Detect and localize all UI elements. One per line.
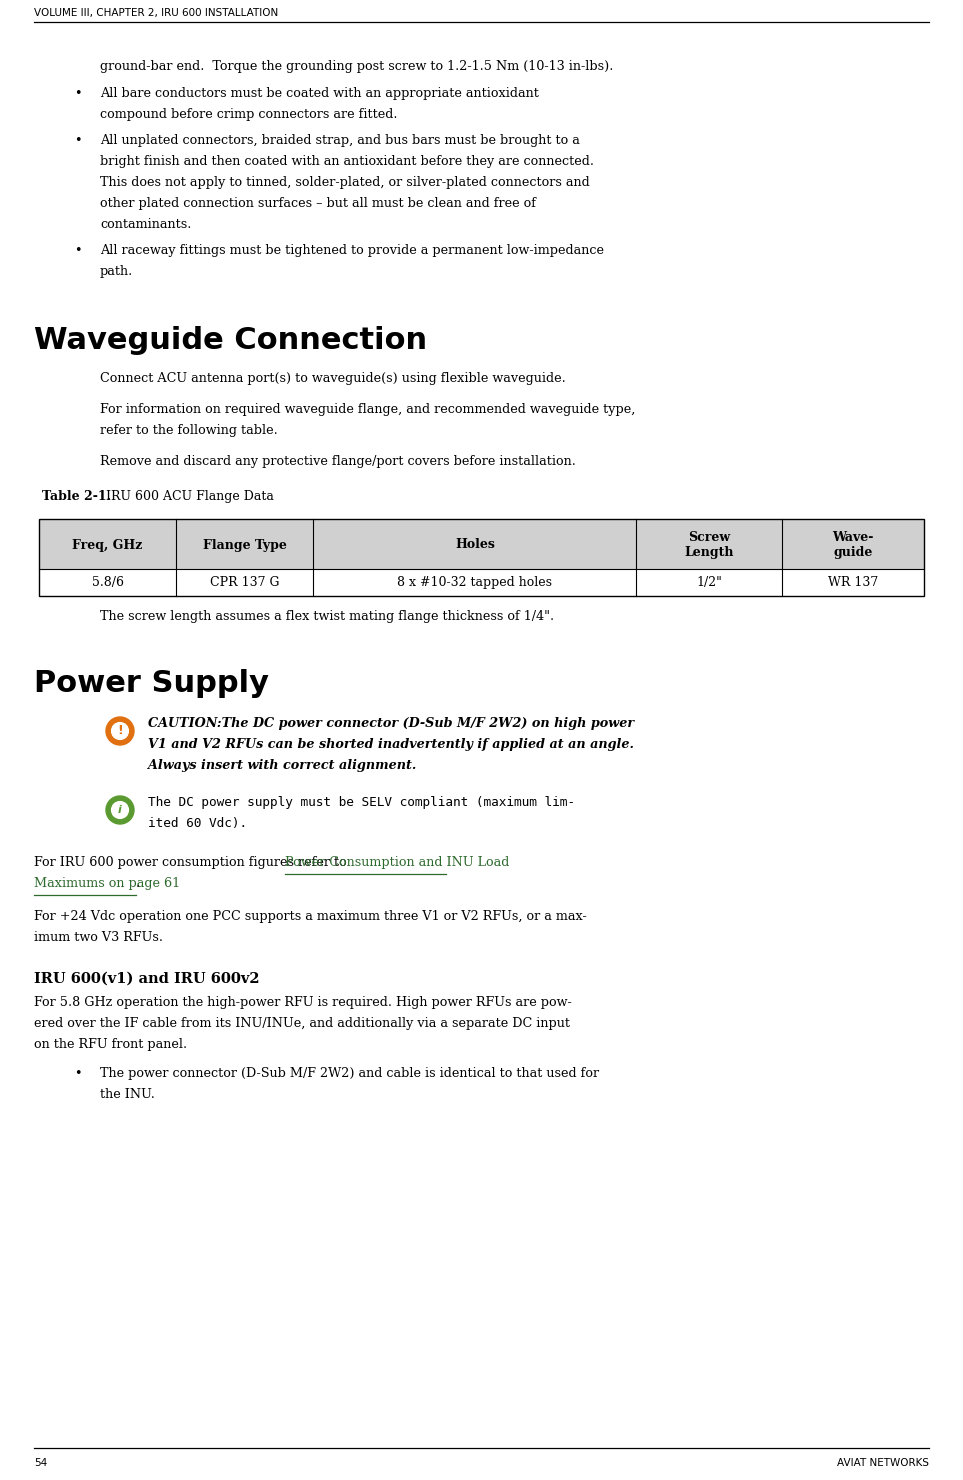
Text: ited 60 Vdc).: ited 60 Vdc). — [148, 817, 247, 830]
Text: The power connector (D-Sub M/F 2W2) and cable is identical to that used for: The power connector (D-Sub M/F 2W2) and … — [100, 1067, 599, 1080]
Text: VOLUME III, CHAPTER 2, IRU 600 INSTALLATION: VOLUME III, CHAPTER 2, IRU 600 INSTALLAT… — [34, 7, 278, 18]
Text: CPR 137 G: CPR 137 G — [210, 576, 279, 589]
Text: For +24 Vdc operation one PCC supports a maximum three V1 or V2 RFUs, or a max-: For +24 Vdc operation one PCC supports a… — [34, 910, 586, 924]
Text: other plated connection surfaces – but all must be clean and free of: other plated connection surfaces – but a… — [100, 197, 536, 210]
Bar — [39, 519, 924, 568]
Text: Screw: Screw — [689, 531, 731, 545]
Text: Wave-: Wave- — [832, 531, 873, 545]
Text: Table 2-1.: Table 2-1. — [42, 490, 111, 503]
Text: The screw length assumes a flex twist mating flange thickness of 1/4".: The screw length assumes a flex twist ma… — [100, 610, 554, 623]
Text: Connect ACU antenna port(s) to waveguide(s) using flexible waveguide.: Connect ACU antenna port(s) to waveguide… — [100, 371, 565, 385]
Circle shape — [112, 722, 128, 740]
Text: All raceway fittings must be tightened to provide a permanent low-impedance: All raceway fittings must be tightened t… — [100, 244, 604, 258]
Text: •: • — [74, 244, 82, 258]
Text: IRU 600 ACU Flange Data: IRU 600 ACU Flange Data — [102, 490, 273, 503]
Text: refer to the following table.: refer to the following table. — [100, 423, 277, 437]
Circle shape — [112, 802, 128, 818]
Text: compound before crimp connectors are fitted.: compound before crimp connectors are fit… — [100, 108, 398, 121]
Text: For IRU 600 power consumption figures refer to: For IRU 600 power consumption figures re… — [34, 855, 351, 869]
Text: For 5.8 GHz operation the high-power RFU is required. High power RFUs are pow-: For 5.8 GHz operation the high-power RFU… — [34, 996, 572, 1009]
Text: !: ! — [117, 725, 123, 737]
Text: 1/2": 1/2" — [696, 576, 722, 589]
Text: Flange Type: Flange Type — [203, 539, 287, 552]
Circle shape — [106, 716, 134, 744]
Text: V1 and V2 RFUs can be shorted inadvertently if applied at an angle.: V1 and V2 RFUs can be shorted inadverten… — [148, 739, 634, 750]
Text: 5.8/6: 5.8/6 — [91, 576, 123, 589]
Text: The DC power supply must be SELV compliant (maximum lim-: The DC power supply must be SELV complia… — [148, 796, 575, 810]
Text: This does not apply to tinned, solder-plated, or silver-plated connectors and: This does not apply to tinned, solder-pl… — [100, 176, 589, 189]
Text: Holes: Holes — [455, 539, 495, 552]
Text: Power Consumption and INU Load: Power Consumption and INU Load — [285, 855, 509, 869]
Text: ground-bar end.  Torque the grounding post screw to 1.2-1.5 Nm (10-13 in-lbs).: ground-bar end. Torque the grounding pos… — [100, 61, 613, 73]
Text: on the RFU front panel.: on the RFU front panel. — [34, 1037, 187, 1051]
Text: AVIAT NETWORKS: AVIAT NETWORKS — [837, 1458, 929, 1468]
Text: 54: 54 — [34, 1458, 47, 1468]
Text: .: . — [136, 878, 140, 889]
Text: Power Supply: Power Supply — [34, 669, 269, 699]
Text: Maximums on page 61: Maximums on page 61 — [34, 878, 180, 889]
Text: bright finish and then coated with an antioxidant before they are connected.: bright finish and then coated with an an… — [100, 155, 594, 169]
Text: Always insert with correct alignment.: Always insert with correct alignment. — [148, 759, 416, 773]
Text: Length: Length — [685, 546, 734, 559]
Text: •: • — [74, 135, 82, 147]
Text: All unplated connectors, braided strap, and bus bars must be brought to a: All unplated connectors, braided strap, … — [100, 135, 580, 147]
Text: WR 137: WR 137 — [828, 576, 878, 589]
Bar — [39, 519, 924, 596]
Text: All bare conductors must be coated with an appropriate antioxidant: All bare conductors must be coated with … — [100, 87, 539, 101]
Text: the INU.: the INU. — [100, 1088, 155, 1101]
Text: contaminants.: contaminants. — [100, 218, 192, 231]
Text: For information on required waveguide flange, and recommended waveguide type,: For information on required waveguide fl… — [100, 403, 636, 416]
Text: path.: path. — [100, 265, 133, 278]
Text: i: i — [118, 805, 122, 815]
Text: CAUTION:The DC power connector (D-Sub M/F 2W2) on high power: CAUTION:The DC power connector (D-Sub M/… — [148, 716, 634, 730]
Text: Freq, GHz: Freq, GHz — [72, 539, 143, 552]
Text: Remove and discard any protective flange/port covers before installation.: Remove and discard any protective flange… — [100, 454, 576, 468]
Circle shape — [106, 796, 134, 824]
Text: •: • — [74, 1067, 82, 1080]
Text: 8 x #10-32 tapped holes: 8 x #10-32 tapped holes — [398, 576, 553, 589]
Text: guide: guide — [834, 546, 872, 559]
Text: ered over the IF cable from its INU/INUe, and additionally via a separate DC inp: ered over the IF cable from its INU/INUe… — [34, 1017, 570, 1030]
Text: •: • — [74, 87, 82, 101]
Text: imum two V3 RFUs.: imum two V3 RFUs. — [34, 931, 163, 944]
Text: IRU 600(v1) and IRU 600v2: IRU 600(v1) and IRU 600v2 — [34, 972, 260, 986]
Text: Waveguide Connection: Waveguide Connection — [34, 326, 428, 355]
